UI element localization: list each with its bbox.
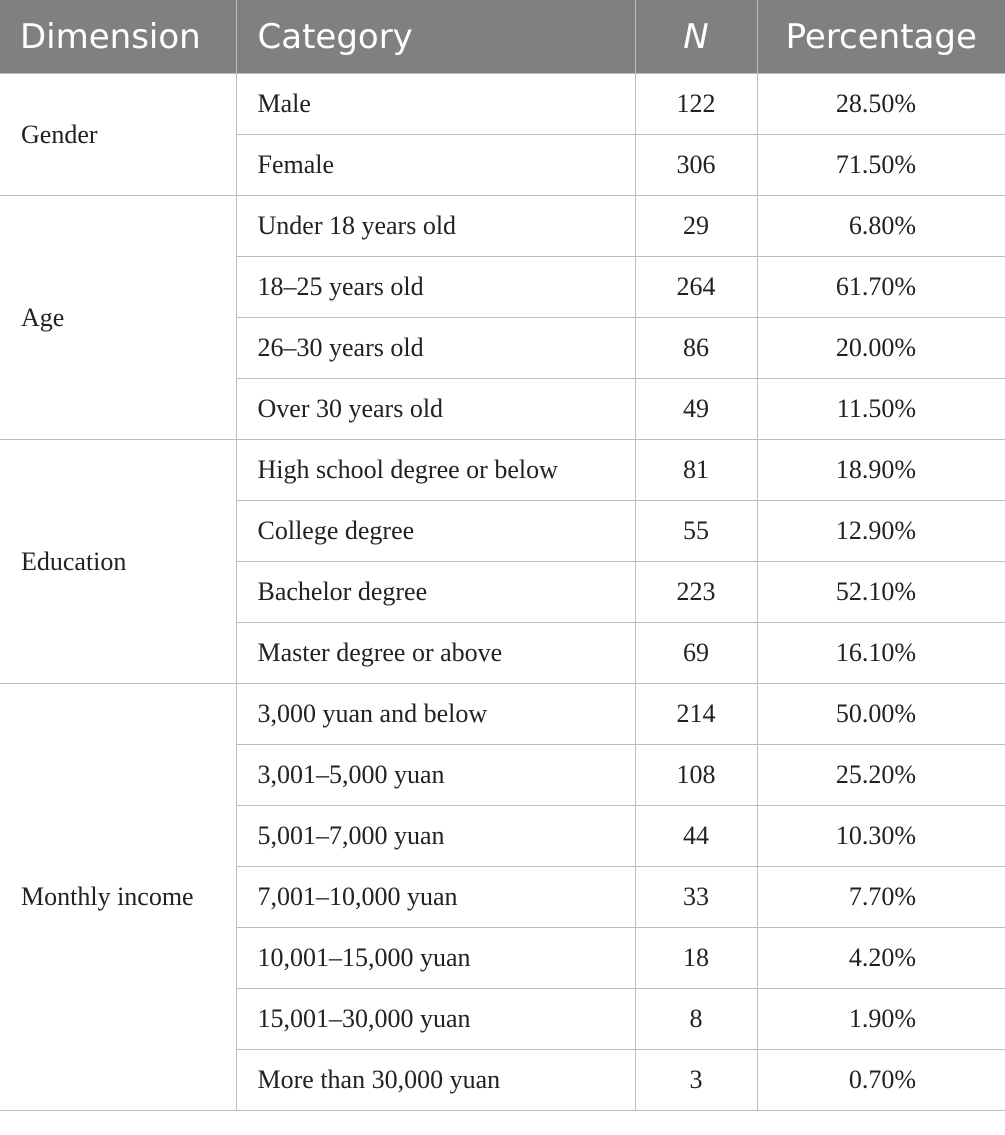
table-row: 18–25 years old 264 61.70%: [0, 256, 1005, 318]
table-row: More than 30,000 yuan 3 0.70%: [0, 1049, 1005, 1111]
percentage-cell: 12.90%: [756, 500, 1005, 562]
percentage-cell: 52.10%: [756, 561, 1005, 623]
category-cell: 7,001–10,000 yuan: [235, 866, 636, 928]
category-cell: High school degree or below: [235, 439, 636, 501]
count-cell: 214: [634, 683, 758, 745]
percentage-cell: 25.20%: [756, 744, 1005, 806]
category-cell: Female: [235, 134, 636, 196]
table-row: Monthly income 3,000 yuan and below 214 50.…: [0, 683, 1005, 1111]
table-row: Age Under 18 years old 29 6.80%: [0, 195, 1005, 440]
dimension-cell: Education: [0, 439, 237, 684]
category-cell: 5,001–7,000 yuan: [235, 805, 636, 867]
table-row: 26–30 years old 86 20.00%: [0, 317, 1005, 379]
table-row: 5,001–7,000 yuan 44 10.30%: [0, 805, 1005, 867]
count-cell: 55: [634, 500, 758, 562]
table-row: 7,001–10,000 yuan 33 7.70%: [0, 866, 1005, 928]
percentage-cell: 61.70%: [756, 256, 1005, 318]
count-cell: 264: [634, 256, 758, 318]
category-cell: 18–25 years old: [235, 256, 636, 318]
table-row: 10,001–15,000 yuan 18 4.20%: [0, 927, 1005, 989]
count-cell: 18: [634, 927, 758, 989]
category-cell: Under 18 years old: [235, 195, 636, 257]
percentage-cell: 1.90%: [756, 988, 1005, 1050]
count-cell: 86: [634, 317, 758, 379]
category-cell: Bachelor degree: [235, 561, 636, 623]
percentage-cell: 16.10%: [756, 622, 1005, 684]
count-cell: 8: [634, 988, 758, 1050]
count-cell: 69: [634, 622, 758, 684]
percentage-cell: 71.50%: [756, 134, 1005, 196]
category-cell: 3,001–5,000 yuan: [235, 744, 636, 806]
dimension-cell: Age: [0, 195, 237, 440]
percentage-cell: 28.50%: [756, 73, 1005, 135]
header-n: N: [635, 0, 758, 74]
table-row: 3,001–5,000 yuan 108 25.20%: [0, 744, 1005, 806]
count-cell: 81: [634, 439, 758, 501]
category-cell: More than 30,000 yuan: [235, 1049, 636, 1111]
category-cell: 10,001–15,000 yuan: [235, 927, 636, 989]
table-row: 15,001–30,000 yuan 8 1.90%: [0, 988, 1005, 1050]
count-cell: 108: [634, 744, 758, 806]
table-row: Female 306 71.50%: [0, 134, 1005, 196]
count-cell: 3: [634, 1049, 758, 1111]
count-cell: 306: [634, 134, 758, 196]
table-body: Gender Male 122 28.50% Female 306 71.50% Age Und…: [0, 73, 1005, 1111]
header-percentage: Percentage: [757, 0, 1005, 74]
table-row: Gender Male 122 28.50%: [0, 73, 1005, 196]
demographics-table: Dimension Category N Percentage Gender Ma…: [0, 0, 1005, 1111]
dimension-cell: Gender: [0, 73, 237, 196]
category-cell: 3,000 yuan and below: [235, 683, 636, 745]
count-cell: 223: [634, 561, 758, 623]
category-cell: 15,001–30,000 yuan: [235, 988, 636, 1050]
percentage-cell: 20.00%: [756, 317, 1005, 379]
percentage-cell: 11.50%: [756, 378, 1005, 440]
percentage-cell: 50.00%: [756, 683, 1005, 745]
category-cell: Master degree or above: [235, 622, 636, 684]
table-row: Over 30 years old 49 11.50%: [0, 378, 1005, 440]
count-cell: 44: [634, 805, 758, 867]
count-cell: 122: [634, 73, 758, 135]
category-cell: College degree: [235, 500, 636, 562]
count-cell: 29: [634, 195, 758, 257]
percentage-cell: 18.90%: [756, 439, 1005, 501]
category-cell: 26–30 years old: [235, 317, 636, 379]
category-cell: Over 30 years old: [235, 378, 636, 440]
table-row: Education High school degree or below 81 18…: [0, 439, 1005, 684]
percentage-cell: 7.70%: [756, 866, 1005, 928]
percentage-cell: 0.70%: [756, 1049, 1005, 1111]
count-cell: 49: [634, 378, 758, 440]
dimension-cell: Monthly income: [0, 683, 237, 1111]
header-dimension: Dimension: [0, 0, 237, 74]
header-row: Dimension Category N Percentage: [0, 0, 1005, 74]
percentage-cell: 6.80%: [756, 195, 1005, 257]
table-header: Dimension Category N Percentage: [0, 0, 1005, 74]
percentage-cell: 10.30%: [756, 805, 1005, 867]
category-cell: Male: [235, 73, 636, 135]
table-row: Master degree or above 69 16.10%: [0, 622, 1005, 684]
percentage-cell: 4.20%: [756, 927, 1005, 989]
header-category: Category: [236, 0, 636, 74]
count-cell: 33: [634, 866, 758, 928]
